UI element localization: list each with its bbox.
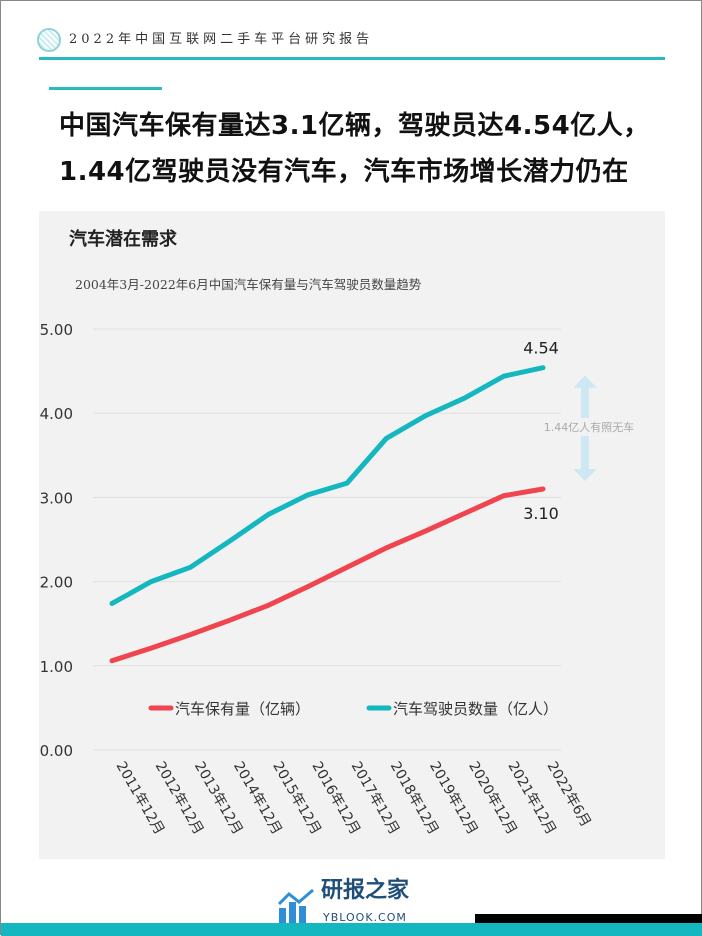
y-tick-label: 3.00 <box>40 489 73 507</box>
yblook-logo-icon <box>277 888 317 928</box>
end-value-label: 3.10 <box>523 504 559 523</box>
end-value-label: 4.54 <box>523 339 559 358</box>
y-tick-label: 2.00 <box>40 574 73 592</box>
y-tick-label: 4.00 <box>40 405 73 423</box>
y-tick-label: 0.00 <box>40 742 73 760</box>
footer-brand: 研报之家 <box>321 879 409 903</box>
footer-url: YBLOOK.COM <box>323 912 407 923</box>
series-line <box>112 368 543 604</box>
legend-label: 汽车保有量（亿辆） <box>175 700 310 718</box>
footer-band <box>1 923 702 936</box>
y-tick-label: 1.00 <box>40 658 73 676</box>
legend-label: 汽车驾驶员数量（亿人） <box>393 700 558 718</box>
y-tick-label: 5.00 <box>40 321 73 339</box>
gap-annotation: 1.44亿人有照无车 <box>544 420 635 434</box>
